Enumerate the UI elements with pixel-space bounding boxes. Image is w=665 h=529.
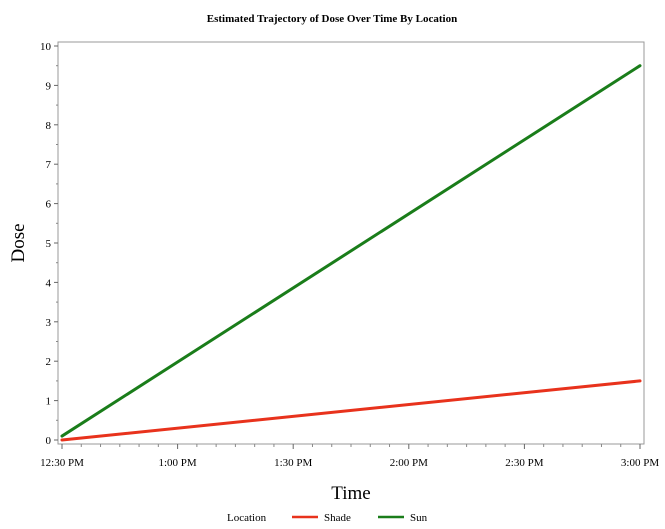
y-tick-label: 5 xyxy=(46,238,52,250)
y-tick-label: 6 xyxy=(46,199,52,211)
x-tick-label: 1:30 PM xyxy=(274,457,312,469)
y-tick-label: 7 xyxy=(46,159,52,171)
series-line-shade xyxy=(60,379,642,442)
series-line-sun xyxy=(60,64,642,438)
x-tick-label: 12:30 PM xyxy=(40,457,84,469)
y-tick-label: 9 xyxy=(46,80,52,92)
legend-title: Location xyxy=(227,512,267,524)
y-tick-label: 4 xyxy=(46,277,52,289)
legend-label-sun: Sun xyxy=(410,512,428,524)
legend: Location Shade Sun xyxy=(227,512,428,524)
series-lines xyxy=(60,64,642,442)
chart-title: Estimated Trajectory of Dose Over Time B… xyxy=(207,13,457,25)
y-tick-label: 3 xyxy=(46,317,52,329)
y-tick-label: 0 xyxy=(46,435,52,447)
y-tick-label: 8 xyxy=(46,120,52,132)
x-axis-label: Time xyxy=(331,483,370,504)
x-tick-label: 3:00 PM xyxy=(621,457,659,469)
y-axis: 0 1 2 3 4 5 6 7 8 9 10 xyxy=(40,41,58,447)
legend-label-shade: Shade xyxy=(324,512,351,524)
y-axis-label: Dose xyxy=(8,223,29,262)
x-axis: 12:30 PM 1:00 PM 1:30 PM 2:00 PM 2:30 PM 3:00… xyxy=(40,444,659,469)
x-tick-label: 2:00 PM xyxy=(390,457,428,469)
x-tick-label: 2:30 PM xyxy=(505,457,543,469)
x-tick-label: 1:00 PM xyxy=(158,457,196,469)
y-tick-label: 1 xyxy=(46,396,52,408)
y-tick-label: 2 xyxy=(46,356,52,368)
y-tick-label: 10 xyxy=(40,41,52,53)
